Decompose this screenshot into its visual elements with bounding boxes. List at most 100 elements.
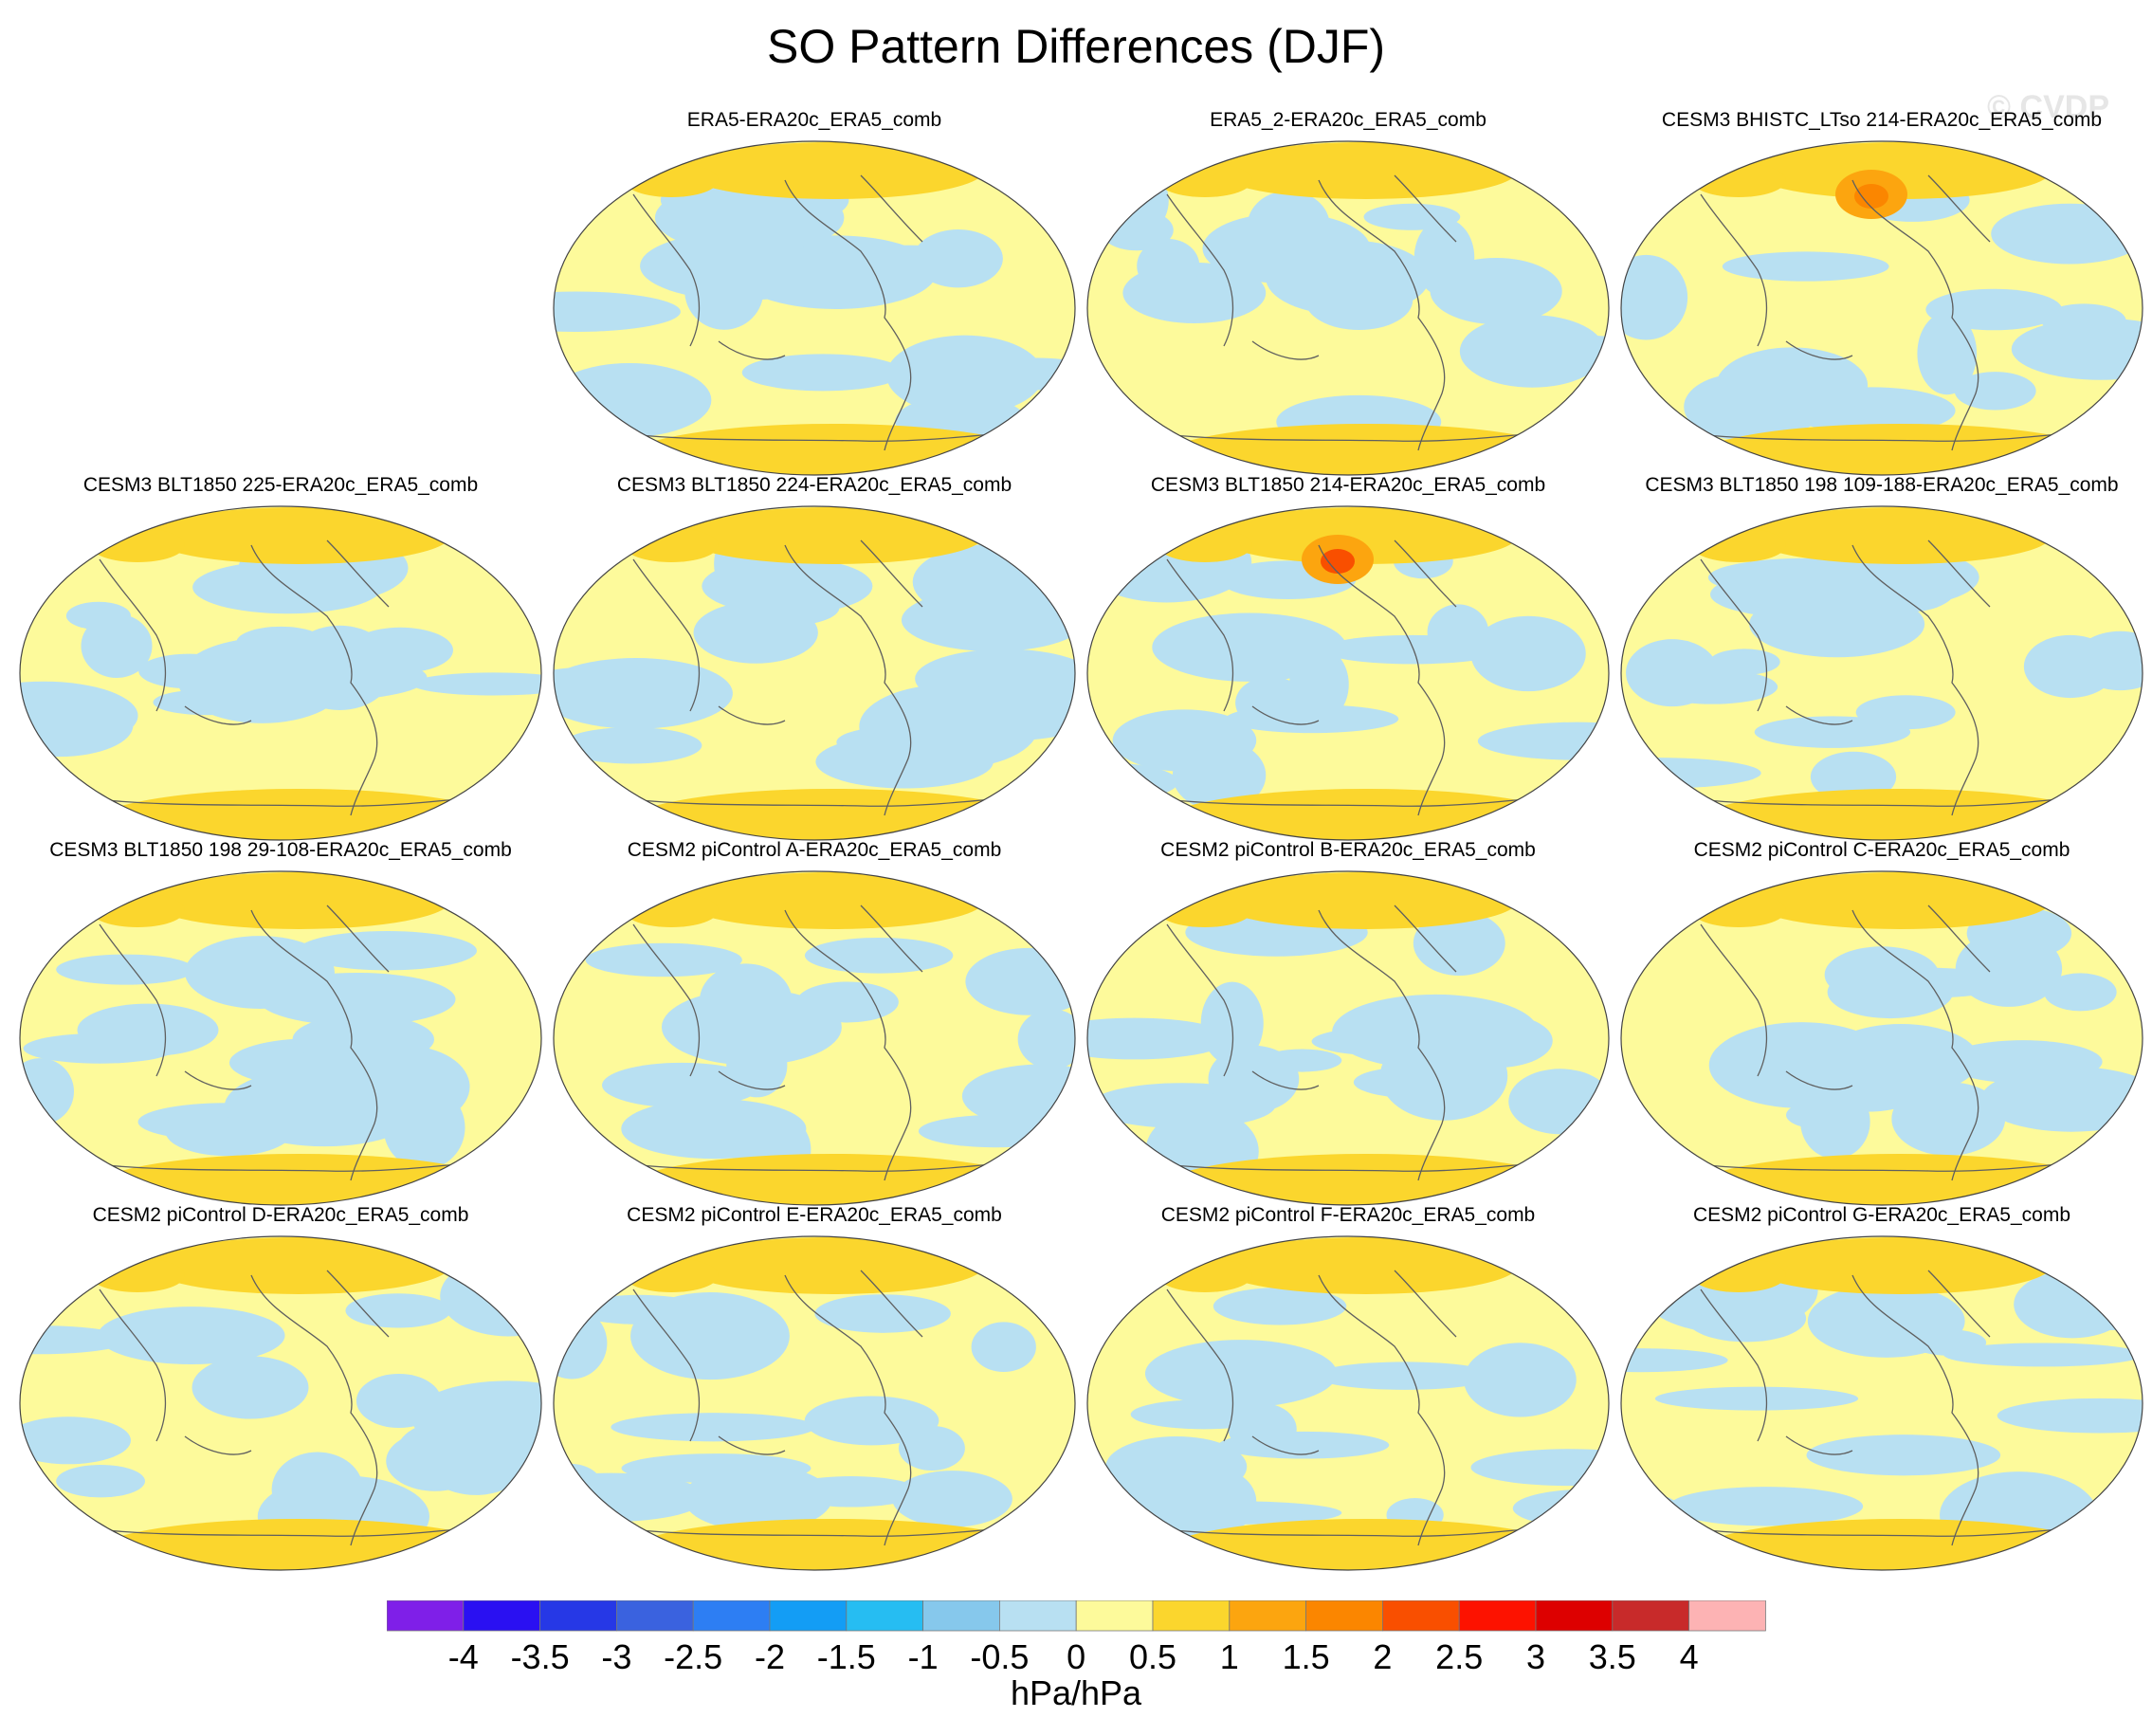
colorbar-label: 1: [1220, 1637, 1239, 1672]
colorbar-box: [387, 1600, 465, 1632]
world-map: [1620, 1235, 2143, 1571]
negative-anomaly: [1332, 994, 1539, 1069]
panel-title: CESM3 BHISTC_LTso 214-ERA20c_ERA5_comb: [1661, 109, 2103, 131]
positive-anomaly: [1158, 424, 1575, 475]
negative-anomaly: [1430, 257, 1562, 325]
negative-anomaly: [2043, 973, 2117, 1012]
coastline: [1394, 1270, 1457, 1338]
negative-anomaly: [961, 1064, 1075, 1128]
map-outline: [1620, 1235, 2143, 1571]
negative-anomaly: [699, 963, 793, 1038]
colorbar-label: 2: [1373, 1637, 1392, 1672]
negative-anomaly: [901, 588, 1075, 652]
negative-anomaly: [836, 725, 965, 758]
coastline: [1851, 909, 1979, 1181]
negative-anomaly: [1925, 288, 2063, 331]
positive-anomaly: [1748, 507, 2052, 564]
negative-anomaly: [228, 655, 428, 701]
panel-title: CESM3 BLT1850 198 109-188-ERA20c_ERA5_co…: [1645, 474, 2119, 496]
positive-anomaly: [1691, 1154, 2108, 1205]
negative-anomaly: [630, 1292, 790, 1380]
map-panel: CESM3 BLT1850 214-ERA20c_ERA5_comb: [1082, 474, 1614, 844]
positive-anomaly: [90, 1154, 507, 1205]
map-outline: [19, 1235, 542, 1571]
negative-anomaly: [1137, 238, 1200, 293]
coastline: [1785, 1070, 1853, 1090]
negative-anomaly: [1130, 1399, 1278, 1430]
negative-anomaly: [1413, 910, 1505, 976]
world-map: [19, 1235, 542, 1571]
map-outline: [1620, 505, 2143, 841]
colorbar: -4 -3.5 -3 -2.5 -2 -1.5 -1 -0.5 0 0.5 1 1.5 2 2.5 3 3.5…: [387, 1600, 1766, 1672]
coastline: [632, 1288, 701, 1442]
positive-anomaly: [1854, 184, 1888, 209]
coastline: [860, 905, 923, 973]
map-panel: CESM2 piControl B-ERA20c_ERA5_comb: [1082, 839, 1614, 1209]
coastline: [1700, 193, 1768, 347]
world-map: [1086, 505, 1610, 841]
negative-anomaly: [1202, 212, 1371, 284]
coastline: [1166, 558, 1234, 712]
positive-anomaly: [1748, 142, 2052, 199]
negative-anomaly: [1017, 1009, 1075, 1069]
positive-anomaly: [681, 142, 984, 199]
negative-anomaly: [1152, 612, 1347, 682]
colorbar-box: [615, 1600, 694, 1632]
positive-anomaly: [1691, 424, 2108, 475]
coastline: [1927, 539, 1991, 608]
negative-anomaly: [2011, 318, 2143, 380]
positive-anomaly: [1214, 142, 1518, 199]
colorbar-box: [1075, 1600, 1154, 1632]
positive-anomaly: [147, 872, 450, 929]
panel-title: ERA5-ERA20c_ERA5_comb: [686, 109, 942, 131]
negative-anomaly: [153, 689, 260, 716]
positive-anomaly: [1214, 872, 1518, 929]
map-panel: CESM3 BLT1850 198 109-188-ERA20c_ERA5_co…: [1615, 474, 2148, 844]
colorbar-label: 1.5: [1283, 1637, 1330, 1672]
coastline: [1785, 705, 1853, 725]
coastline: [632, 558, 701, 712]
negative-anomaly: [1213, 1287, 1347, 1325]
positive-anomaly: [147, 1237, 450, 1294]
colorbar-label: -1: [908, 1637, 939, 1672]
map-outline: [19, 505, 542, 841]
colorbar-box: [1305, 1600, 1383, 1632]
coastline: [718, 340, 786, 360]
map-outline: [1086, 1235, 1610, 1571]
colorbar-label: -3: [601, 1637, 631, 1672]
map-outline: [19, 870, 542, 1206]
colorbar-box: [539, 1600, 617, 1632]
coastline: [1251, 1070, 1320, 1090]
panel-title: CESM2 piControl B-ERA20c_ERA5_comb: [1160, 839, 1536, 861]
negative-anomaly: [804, 1396, 939, 1446]
coastline: [250, 909, 378, 1181]
coastline: [99, 1288, 167, 1442]
colorbar-box: [463, 1600, 541, 1632]
negative-anomaly: [298, 931, 478, 971]
coastline: [1318, 544, 1446, 816]
positive-anomaly: [1748, 872, 2052, 929]
map-panel: CESM3 BLT1850 225-ERA20c_ERA5_comb: [14, 474, 547, 844]
map-outline: [553, 140, 1076, 476]
negative-anomaly: [224, 1067, 426, 1147]
map-outline: [553, 1235, 1076, 1571]
panel-title: CESM3 BLT1850 214-ERA20c_ERA5_comb: [1150, 474, 1546, 496]
coastline: [1318, 179, 1446, 451]
panel-title: CESM2 piControl D-ERA20c_ERA5_comb: [92, 1204, 469, 1226]
colorbar-box: [769, 1600, 848, 1632]
negative-anomaly: [1470, 615, 1586, 692]
negative-anomaly: [554, 291, 681, 332]
coastline: [1251, 340, 1320, 360]
world-map: [553, 140, 1076, 476]
negative-anomaly: [20, 681, 138, 751]
negative-anomaly: [1621, 1348, 1728, 1373]
world-map: [553, 1235, 1076, 1571]
negative-anomaly: [814, 1294, 951, 1333]
watermark: © CVDP: [1987, 89, 2109, 125]
coastline: [1700, 1288, 1768, 1442]
colorbar-label: -4: [448, 1637, 479, 1672]
coastline: [184, 1070, 252, 1090]
map-outline: [1086, 870, 1610, 1206]
coastline: [1166, 193, 1234, 347]
colorbar-unit: hPa/hPa: [1010, 1673, 1142, 1712]
